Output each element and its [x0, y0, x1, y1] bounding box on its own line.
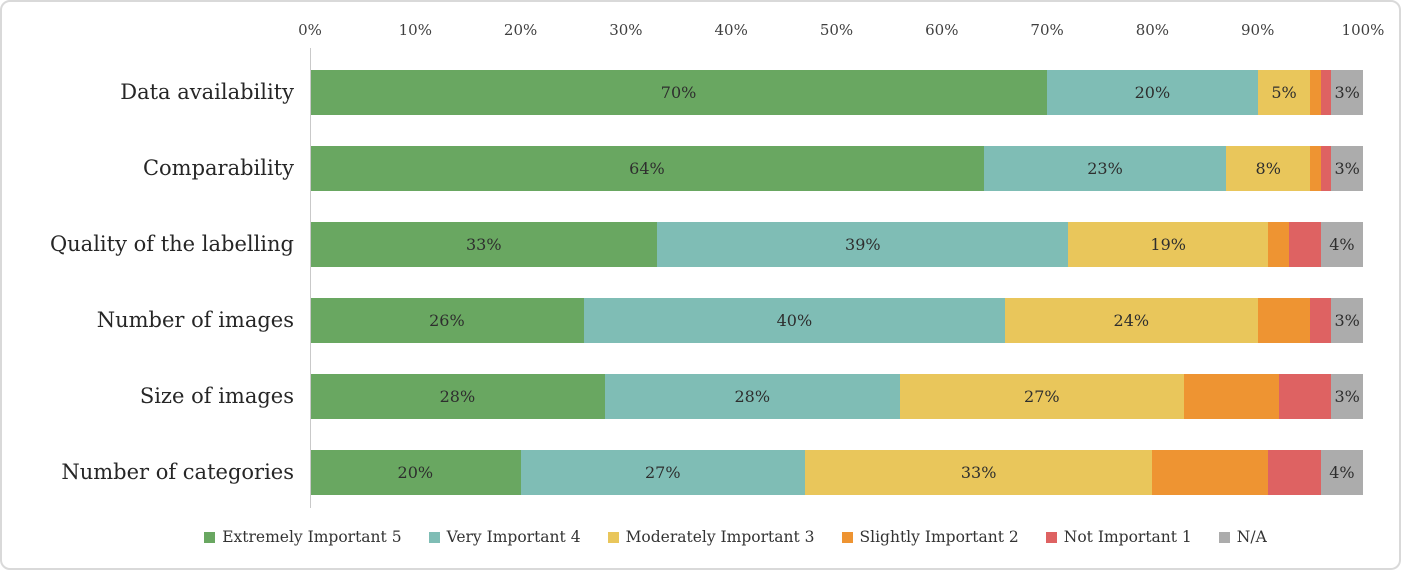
bar-row: Data availability 70% 20% 5% 3%: [2, 54, 1363, 130]
bar-segment: 40%: [583, 297, 1005, 343]
legend-swatch: [607, 531, 619, 543]
x-axis-tick: 100%: [1341, 21, 1385, 39]
bar-segment: 5%: [1257, 69, 1311, 115]
bar-track: 33% 39% 19% 4%: [310, 221, 1363, 267]
legend-swatch: [204, 531, 216, 543]
legend-swatch: [1045, 531, 1057, 543]
legend-item: Extremely Important 5: [204, 528, 402, 546]
bar-segment: 3%: [1331, 145, 1363, 191]
bar-segment: 4%: [1320, 449, 1363, 495]
bar-track: 64% 23% 8% 3%: [310, 145, 1363, 191]
legend-label: Very Important 4: [446, 528, 581, 546]
bar-row: Quality of the labelling 33% 39% 19% 4%: [2, 206, 1363, 282]
bar-segment: [1320, 69, 1332, 115]
bar-segment: [1257, 297, 1311, 343]
bar-track: 26% 40% 24% 3%: [310, 297, 1363, 343]
x-axis-tick: 30%: [609, 21, 643, 39]
bar-segment: 70%: [310, 69, 1048, 115]
x-axis-tick: 70%: [1030, 21, 1064, 39]
category-label: Quality of the labelling: [49, 232, 294, 256]
bar-segment: 26%: [310, 297, 584, 343]
legend-swatch: [841, 531, 853, 543]
legend-item: Very Important 4: [428, 528, 581, 546]
legend-swatch: [1218, 531, 1230, 543]
legend-label: Extremely Important 5: [222, 528, 402, 546]
legend-item: N/A: [1218, 528, 1267, 546]
bar-segment: [1310, 69, 1321, 115]
category-label: Data availability: [120, 80, 294, 104]
x-axis-tick: 80%: [1135, 21, 1170, 39]
bar-segment: [1268, 221, 1290, 267]
bar-segment: [1310, 297, 1332, 343]
category-label: Size of images: [139, 384, 294, 408]
x-axis-tick: 0%: [298, 21, 322, 39]
bar-segment: 28%: [310, 373, 605, 419]
bar-segment: 3%: [1331, 69, 1363, 115]
legend: Extremely Important 5 Very Important 4 Mod…: [2, 510, 1399, 564]
bar-segment: 33%: [804, 449, 1153, 495]
bar-segment: [1268, 449, 1321, 495]
bar-row: Comparability 64% 23% 8% 3%: [2, 130, 1363, 206]
y-axis-line: [310, 48, 311, 508]
x-axis: 0% 10% 20% 30% 40% 50% 60% 70% 80% 90% 100%: [298, 6, 1384, 54]
x-axis-tick: 10%: [398, 21, 432, 39]
bar-segment: 24%: [1004, 297, 1258, 343]
bar-segment: 3%: [1331, 297, 1363, 343]
bar-segment: 23%: [983, 145, 1227, 191]
legend-label: N/A: [1236, 528, 1267, 546]
legend-swatch: [428, 531, 440, 543]
bar-segment: 27%: [899, 373, 1184, 419]
bar-track: 20% 27% 33% 4%: [310, 449, 1363, 495]
bar-row: Number of images 26% 40% 24% 3%: [2, 282, 1363, 358]
bar-track: 28% 28% 27% 3%: [310, 373, 1363, 419]
legend-label: Moderately Important 3: [625, 528, 815, 546]
bar-segment: 27%: [520, 449, 805, 495]
x-axis-tick: 90%: [1241, 21, 1275, 39]
category-label: Comparability: [142, 156, 294, 180]
category-label: Number of categories: [61, 460, 294, 484]
bar-segment: [1183, 373, 1279, 419]
bar-segment: 20%: [310, 449, 521, 495]
legend-item: Slightly Important 2: [841, 528, 1019, 546]
bar-segment: 39%: [657, 221, 1069, 267]
bar-segment: 33%: [310, 221, 658, 267]
bar-segment: [1152, 449, 1269, 495]
legend-item: Moderately Important 3: [607, 528, 815, 546]
x-axis-tick: 40%: [714, 21, 748, 39]
bar-segment: [1289, 221, 1321, 267]
bar-segment: 20%: [1047, 69, 1258, 115]
legend-label: Slightly Important 2: [859, 528, 1019, 546]
x-axis-tick: 50%: [819, 21, 854, 39]
bar-segment: [1310, 145, 1321, 191]
bar-segment: 64%: [310, 145, 984, 191]
bar-row: Number of categories 20% 27% 33% 4%: [2, 434, 1363, 510]
x-axis-tick: 20%: [503, 21, 538, 39]
bar-row: Size of images 28% 28% 27% 3%: [2, 358, 1363, 434]
x-axis-tick: 60%: [925, 21, 959, 39]
legend-item: Not Important 1: [1045, 528, 1192, 546]
bar-segment: 28%: [604, 373, 900, 419]
bar-segment: 8%: [1226, 145, 1311, 191]
bar-segment: [1278, 373, 1332, 419]
bar-segment: [1320, 145, 1332, 191]
bar-segment: 19%: [1068, 221, 1269, 267]
category-label: Number of images: [96, 308, 294, 332]
plot-area: Data availability 70% 20% 5% 3% Comparability…: [2, 48, 1363, 510]
bar-segment: 4%: [1320, 221, 1363, 267]
bar-segment: 3%: [1331, 373, 1363, 419]
legend-label: Not Important 1: [1063, 528, 1192, 546]
bar-track: 70% 20% 5% 3%: [310, 69, 1363, 115]
